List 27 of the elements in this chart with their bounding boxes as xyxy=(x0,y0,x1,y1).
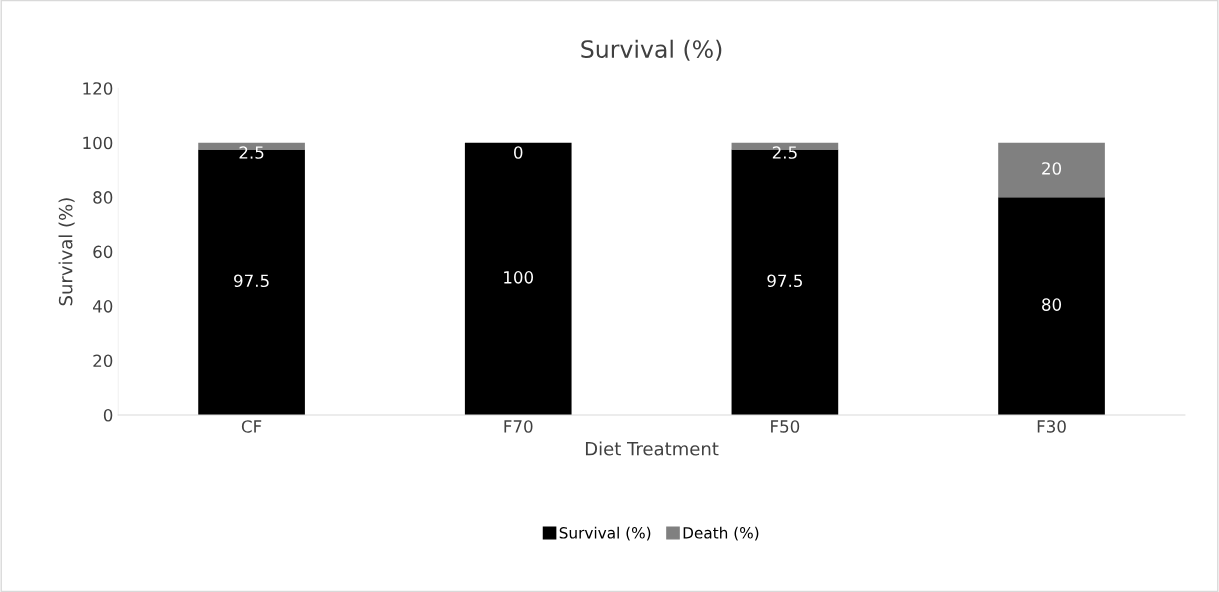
x-tick-label: F70 xyxy=(504,420,533,433)
data-label: 20 xyxy=(1042,162,1062,175)
bar xyxy=(464,142,572,415)
legend-label: Death (%) xyxy=(683,526,759,541)
y-tick-label: 120 xyxy=(83,82,113,95)
data-label: 80 xyxy=(1042,298,1062,311)
data-label: 0 xyxy=(514,146,523,159)
y-tick-label: 100 xyxy=(83,136,113,150)
x-axis-title: Diet Treatment xyxy=(585,441,719,456)
legend-label: Survival (%) xyxy=(559,526,651,541)
y-tick-label: 60 xyxy=(93,245,113,259)
y-tick-label: 0 xyxy=(103,408,113,422)
chart-title: Survival (%) xyxy=(581,39,722,61)
bar xyxy=(998,142,1105,198)
x-tick-label: F50 xyxy=(771,420,800,433)
y-axis-title: Survival (%) xyxy=(58,198,75,306)
x-tick-label: CF xyxy=(241,420,262,433)
data-label: 2.5 xyxy=(239,146,264,159)
data-label: 97.5 xyxy=(767,274,802,288)
data-label: 2.5 xyxy=(772,146,797,159)
bar xyxy=(998,197,1105,415)
y-tick-label: 40 xyxy=(92,300,113,313)
x-tick-label: F30 xyxy=(1037,420,1066,433)
y-tick-label: 80 xyxy=(93,191,113,204)
data-label: 100 xyxy=(504,271,534,284)
data-label: 97.5 xyxy=(234,274,269,288)
y-tick-label: 20 xyxy=(93,354,113,368)
